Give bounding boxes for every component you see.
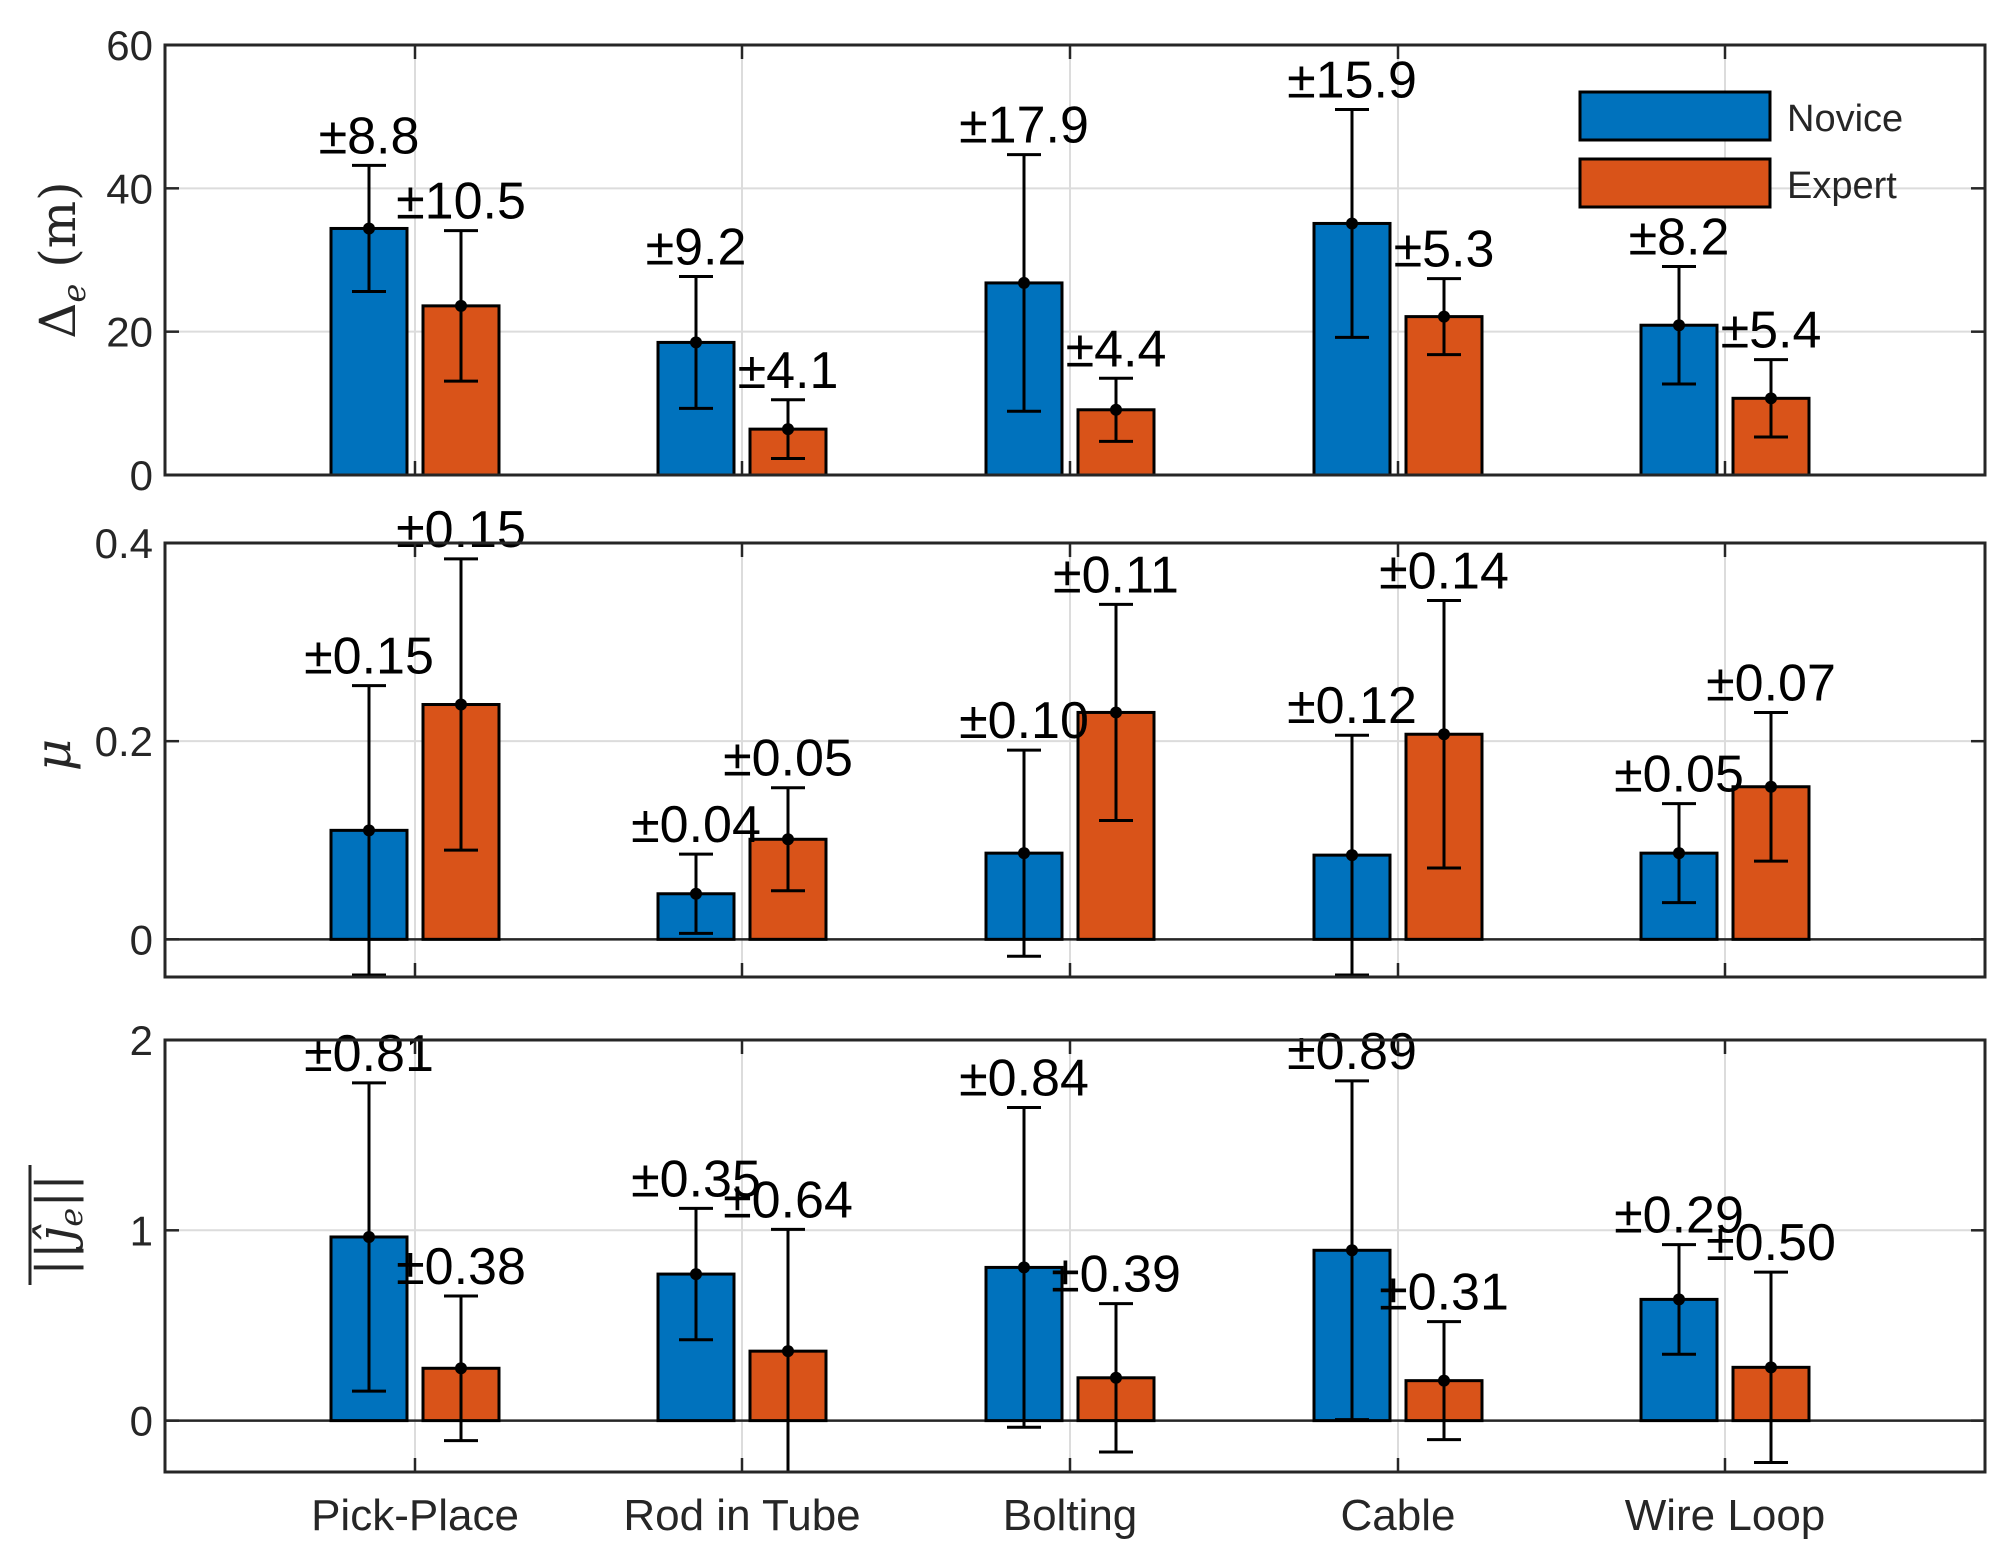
mean-point — [1765, 780, 1777, 793]
error-label: ±15.9 — [1287, 52, 1417, 110]
error-label: ±0.64 — [723, 1171, 853, 1229]
mean-point — [690, 336, 702, 349]
error-label: ±8.8 — [319, 107, 420, 165]
mean-point — [455, 299, 467, 312]
y-tick-label: 60 — [106, 22, 153, 69]
category-label: Bolting — [1003, 1491, 1138, 1540]
mean-point — [1018, 847, 1030, 860]
error-label: ±0.05 — [1614, 746, 1744, 804]
error-label: ±0.35 — [631, 1150, 761, 1208]
mean-point — [1438, 1374, 1450, 1387]
mean-point — [782, 833, 794, 846]
error-label: ±17.9 — [959, 97, 1089, 155]
error-label: ±5.3 — [1394, 221, 1495, 279]
y-tick-label: 0 — [130, 1398, 153, 1445]
mean-point — [1346, 849, 1358, 862]
error-label: ±0.10 — [959, 692, 1089, 750]
category-label: Pick-Place — [311, 1491, 519, 1540]
error-label: ±0.81 — [304, 1025, 434, 1083]
ylabel-panel-1: Δe (m) — [29, 181, 93, 338]
error-label: ±0.12 — [1287, 677, 1417, 735]
plot-frame — [163, 541, 1987, 979]
mean-point — [782, 1345, 794, 1358]
svg-text:μ: μ — [24, 739, 82, 772]
plot-frame — [163, 43, 1987, 477]
error-label: ±9.2 — [646, 218, 747, 276]
error-label: ±0.31 — [1379, 1264, 1509, 1322]
mean-point — [1673, 319, 1685, 332]
error-label: ±4.4 — [1066, 320, 1167, 378]
panel-3: ±0.81 ±0.35 ±0.84 ±0.89 ±0.29 ±0.38 ±0.64 ±0.39… — [130, 1017, 1987, 1474]
mean-point — [690, 1268, 702, 1281]
y-tick-label: 20 — [106, 309, 153, 356]
legend-label-novice: Novice — [1787, 98, 1903, 140]
mean-point — [1346, 217, 1358, 230]
mean-point — [363, 1230, 375, 1243]
error-label: ±10.5 — [396, 173, 526, 231]
error-label: ±8.2 — [1629, 208, 1730, 266]
mean-point — [1018, 1261, 1030, 1274]
mean-point — [1765, 392, 1777, 405]
y-tick-label: 0 — [130, 916, 153, 963]
svg-text:Δe (m): Δe (m) — [29, 181, 93, 338]
error-label: ±5.4 — [1721, 302, 1822, 360]
error-label: ±0.38 — [396, 1238, 526, 1296]
y-tick-label: 40 — [106, 165, 153, 212]
ylabel-panel-2: μ — [24, 739, 82, 772]
y-tick-label: 0.4 — [95, 520, 153, 567]
error-label: ±0.04 — [631, 796, 761, 854]
panels-layer: ±8.8 ±9.2 ±17.9 ±15.9 ±8.2 ±10.5 ±4.1 ±4.4 ±5.3 ±… — [95, 22, 1987, 1474]
plot-frame — [163, 1038, 1987, 1474]
mean-point — [363, 222, 375, 235]
mean-point — [690, 887, 702, 900]
y-tick-label: 0 — [130, 452, 153, 499]
error-label: ±0.07 — [1706, 654, 1836, 712]
category-labels: Pick-Place Rod in Tube Bolting Cable Wir… — [311, 1491, 1825, 1540]
mean-point — [363, 824, 375, 837]
legend-label-expert: Expert — [1787, 165, 1897, 207]
legend-swatch-expert — [1578, 157, 1772, 209]
y-tick-label: 1 — [130, 1207, 153, 1254]
error-label: ±0.15 — [396, 501, 526, 559]
error-label: ±4.1 — [738, 342, 839, 400]
error-label: ±0.29 — [1614, 1187, 1744, 1245]
legend: Novice Expert — [1578, 90, 1903, 209]
error-label: ±0.89 — [1287, 1023, 1417, 1081]
svg-text:||ĵe||: ||ĵe|| — [26, 1174, 90, 1276]
mean-point — [1765, 1361, 1777, 1374]
mean-point — [1438, 310, 1450, 323]
y-tick-label: 2 — [130, 1017, 153, 1064]
ylabel-panel-3: ||ĵe|| — [26, 1165, 90, 1285]
panel-2: ±0.15 ±0.04 ±0.10 ±0.12 ±0.05 ±0.15 ±0.05 ±0.11… — [95, 501, 1987, 979]
mean-point — [455, 1362, 467, 1375]
error-label: ±0.39 — [1051, 1246, 1181, 1304]
error-label: ±0.15 — [304, 628, 434, 686]
error-label: ±0.05 — [723, 730, 853, 788]
error-label: ±0.14 — [1379, 542, 1509, 600]
mean-point — [1346, 1244, 1358, 1257]
mean-point — [1438, 728, 1450, 741]
category-label: Wire Loop — [1625, 1491, 1826, 1540]
legend-swatch-novice — [1578, 90, 1772, 142]
error-label: ±0.11 — [1053, 546, 1179, 604]
error-label: ±0.84 — [959, 1050, 1089, 1108]
y-tick-label: 0.2 — [95, 718, 153, 765]
mean-point — [1673, 1293, 1685, 1306]
error-label: ±0.50 — [1706, 1214, 1836, 1272]
category-label: Rod in Tube — [623, 1491, 860, 1540]
mean-point — [1110, 403, 1122, 416]
mean-point — [1018, 276, 1030, 289]
mean-point — [1110, 706, 1122, 719]
mean-point — [455, 698, 467, 711]
mean-point — [782, 423, 794, 436]
category-label: Cable — [1341, 1491, 1456, 1540]
mean-point — [1110, 1371, 1122, 1384]
mean-point — [1673, 847, 1685, 860]
y-axis-labels: Δe (m) μ ||ĵe|| — [24, 181, 93, 1285]
